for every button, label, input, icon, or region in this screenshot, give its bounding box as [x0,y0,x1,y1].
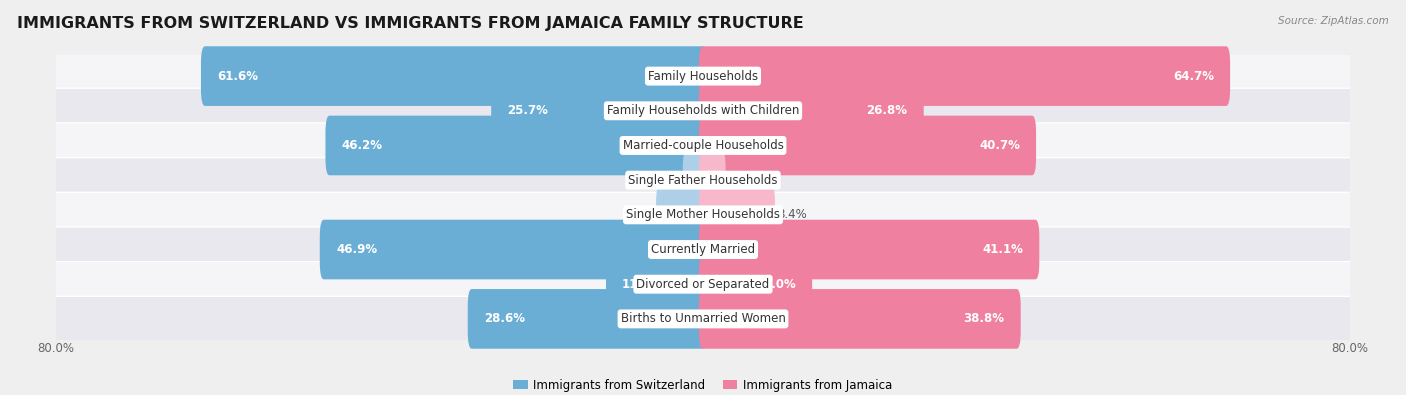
FancyBboxPatch shape [319,220,707,279]
Text: 64.7%: 64.7% [1173,70,1213,83]
FancyBboxPatch shape [46,158,1360,203]
Text: 41.1%: 41.1% [983,243,1024,256]
FancyBboxPatch shape [699,81,924,141]
Text: Divorced or Separated: Divorced or Separated [637,278,769,291]
FancyBboxPatch shape [699,116,1036,175]
FancyBboxPatch shape [699,254,813,314]
Text: 46.2%: 46.2% [342,139,382,152]
Text: 26.8%: 26.8% [866,104,907,117]
FancyBboxPatch shape [683,150,707,210]
FancyBboxPatch shape [46,123,1360,168]
Text: 40.7%: 40.7% [979,139,1019,152]
Text: 5.3%: 5.3% [624,208,654,221]
Text: 2.0%: 2.0% [651,174,681,187]
FancyBboxPatch shape [699,289,1021,349]
FancyBboxPatch shape [46,88,1360,134]
FancyBboxPatch shape [699,46,1230,106]
FancyBboxPatch shape [325,116,707,175]
Text: IMMIGRANTS FROM SWITZERLAND VS IMMIGRANTS FROM JAMAICA FAMILY STRUCTURE: IMMIGRANTS FROM SWITZERLAND VS IMMIGRANT… [17,16,804,31]
Text: 13.0%: 13.0% [755,278,796,291]
FancyBboxPatch shape [606,254,707,314]
Text: 11.5%: 11.5% [621,278,664,291]
FancyBboxPatch shape [491,81,707,141]
FancyBboxPatch shape [46,54,1360,99]
FancyBboxPatch shape [46,227,1360,272]
Text: 8.4%: 8.4% [778,208,807,221]
Text: Source: ZipAtlas.com: Source: ZipAtlas.com [1278,16,1389,26]
FancyBboxPatch shape [699,185,775,245]
FancyBboxPatch shape [46,192,1360,237]
FancyBboxPatch shape [201,46,707,106]
Text: Family Households: Family Households [648,70,758,83]
Text: Family Households with Children: Family Households with Children [607,104,799,117]
Text: Single Father Households: Single Father Households [628,174,778,187]
Text: 46.9%: 46.9% [336,243,377,256]
Text: 2.3%: 2.3% [728,174,758,187]
FancyBboxPatch shape [657,185,707,245]
Text: Births to Unmarried Women: Births to Unmarried Women [620,312,786,325]
Legend: Immigrants from Switzerland, Immigrants from Jamaica: Immigrants from Switzerland, Immigrants … [509,374,897,395]
FancyBboxPatch shape [699,220,1039,279]
Text: 38.8%: 38.8% [963,312,1004,325]
Text: 61.6%: 61.6% [217,70,259,83]
FancyBboxPatch shape [468,289,707,349]
Text: Married-couple Households: Married-couple Households [623,139,783,152]
FancyBboxPatch shape [46,261,1360,307]
Text: Currently Married: Currently Married [651,243,755,256]
Text: Single Mother Households: Single Mother Households [626,208,780,221]
Text: 28.6%: 28.6% [484,312,524,325]
FancyBboxPatch shape [699,150,725,210]
FancyBboxPatch shape [46,296,1360,341]
Text: 25.7%: 25.7% [508,104,548,117]
